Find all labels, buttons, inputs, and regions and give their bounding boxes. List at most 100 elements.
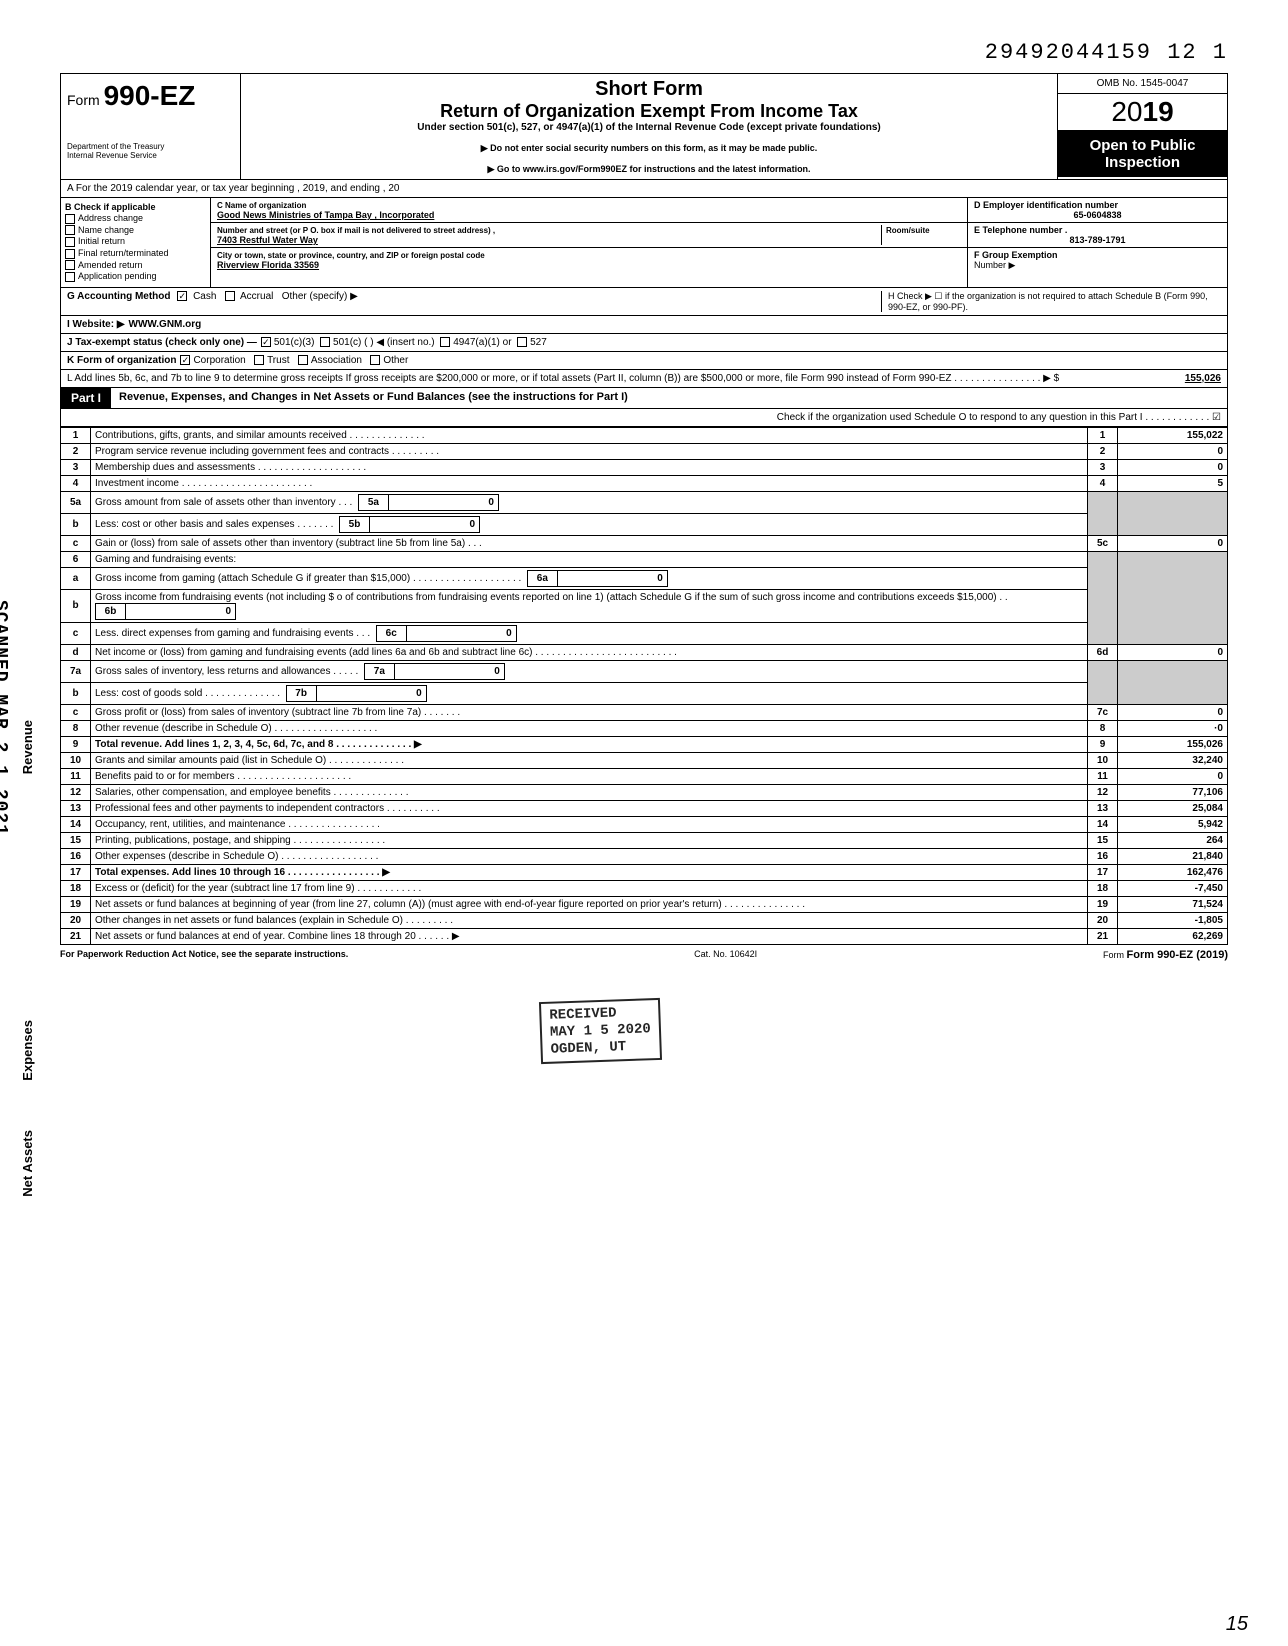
c-name-label: C Name of organization	[217, 201, 306, 210]
part1-table: 1Contributions, gifts, grants, and simil…	[60, 427, 1228, 945]
c-addr-label: Number and street (or P O. box if mail i…	[217, 226, 495, 235]
line-16: 16Other expenses (describe in Schedule O…	[61, 848, 1228, 864]
line-19: 19Net assets or fund balances at beginni…	[61, 896, 1228, 912]
chk-4947[interactable]	[440, 337, 450, 347]
side-revenue: Revenue	[20, 720, 35, 774]
org-street: 7403 Restful Water Way	[217, 235, 318, 245]
f-group-number: Number ▶	[974, 260, 1015, 270]
f-group-label: F Group Exemption	[974, 250, 1058, 260]
i-website-label: I Website: ▶	[67, 319, 125, 330]
chk-address-change[interactable]: Address change	[65, 213, 206, 224]
page-number: 15	[1226, 1613, 1248, 1636]
open-public: Open to PublicInspection	[1058, 131, 1227, 177]
line-6d: dNet income or (loss) from gaming and fu…	[61, 644, 1228, 660]
side-netassets: Net Assets	[20, 1130, 35, 1197]
chk-527[interactable]	[517, 337, 527, 347]
received-stamp: RECEIVED MAY 1 5 2020 OGDEN, UT	[539, 998, 662, 1065]
part1-schedule-o: Check if the organization used Schedule …	[777, 412, 1221, 423]
footer-catno: Cat. No. 10642I	[694, 949, 757, 961]
instr-url: ▶ Go to www.irs.gov/Form990EZ for instru…	[245, 164, 1053, 175]
chk-cash[interactable]: ✓	[177, 291, 187, 301]
lbl-corp: Corporation	[193, 355, 245, 366]
line-18: 18Excess or (deficit) for the year (subt…	[61, 880, 1228, 896]
ein-value: 65-0604838	[974, 210, 1221, 220]
form-header: Form 990-EZ Department of the TreasuryIn…	[60, 73, 1228, 180]
h-schedule-b: H Check ▶ ☐ if the organization is not r…	[881, 291, 1221, 312]
line-7b: bLess: cost of goods sold . . . . . . . …	[61, 682, 1228, 704]
title-return: Return of Organization Exempt From Incom…	[245, 101, 1053, 122]
line-6c: cLess. direct expenses from gaming and f…	[61, 622, 1228, 644]
scanned-stamp: SCANNED MAR 2 1 2021	[0, 600, 10, 836]
chk-other-org[interactable]	[370, 355, 380, 365]
lbl-assoc: Association	[311, 355, 362, 366]
line-6: 6Gaming and fundraising events:	[61, 551, 1228, 567]
tax-year: 2019	[1058, 94, 1227, 131]
line-8: 8Other revenue (describe in Schedule O) …	[61, 720, 1228, 736]
side-expenses: Expenses	[20, 1020, 35, 1081]
omb-number: OMB No. 1545-0047	[1058, 74, 1227, 94]
chk-app-pending[interactable]: Application pending	[65, 271, 206, 282]
line-11: 11Benefits paid to or for members . . . …	[61, 768, 1228, 784]
line-14: 14Occupancy, rent, utilities, and mainte…	[61, 816, 1228, 832]
lbl-cash: Cash	[193, 291, 216, 302]
d-ein-label: D Employer identification number	[974, 200, 1118, 210]
form-number: Form 990-EZ	[67, 80, 234, 112]
line-5c: cGain or (loss) from sale of assets othe…	[61, 535, 1228, 551]
line-3: 3Membership dues and assessments . . . .…	[61, 459, 1228, 475]
chk-amended[interactable]: Amended return	[65, 260, 206, 271]
chk-501c[interactable]	[320, 337, 330, 347]
org-name: Good News Ministries of Tampa Bay , Inco…	[217, 210, 434, 220]
footer-formno: Form Form 990-EZ (2019)	[1103, 949, 1228, 961]
lbl-527: 527	[530, 337, 547, 348]
chk-final-return[interactable]: Final return/terminated	[65, 248, 206, 259]
j-tax-status-label: J Tax-exempt status (check only one) —	[67, 337, 257, 348]
chk-trust[interactable]	[254, 355, 264, 365]
row-a-taxyear: A For the 2019 calendar year, or tax yea…	[60, 180, 1228, 198]
org-city: Riverview Florida 33569	[217, 260, 319, 270]
g-acct-label: G Accounting Method	[67, 291, 171, 302]
lbl-accrual: Accrual	[240, 291, 273, 302]
line-15: 15Printing, publications, postage, and s…	[61, 832, 1228, 848]
instr-ssn: ▶ Do not enter social security numbers o…	[245, 143, 1053, 154]
chk-initial-return[interactable]: Initial return	[65, 236, 206, 247]
footer-paperwork: For Paperwork Reduction Act Notice, see …	[60, 949, 348, 961]
dept-treasury: Department of the TreasuryInternal Reven…	[67, 142, 234, 160]
col-b-checkboxes: B Check if applicable Address change Nam…	[61, 198, 211, 287]
c-city-label: City or town, state or province, country…	[217, 251, 485, 260]
line-10: 10Grants and similar amounts paid (list …	[61, 752, 1228, 768]
title-section: Under section 501(c), 527, or 4947(a)(1)…	[245, 122, 1053, 133]
k-form-org-label: K Form of organization	[67, 355, 176, 366]
line-6b: bGross income from fundraising events (n…	[61, 589, 1228, 622]
chk-corp[interactable]: ✓	[180, 355, 190, 365]
line-4: 4Investment income . . . . . . . . . . .…	[61, 475, 1228, 491]
dln-number: 29492044159 12 1	[60, 40, 1228, 65]
chk-assoc[interactable]	[298, 355, 308, 365]
part1-title: Revenue, Expenses, and Changes in Net As…	[111, 388, 1227, 408]
l-amount: 155,026	[1111, 373, 1221, 384]
line-12: 12Salaries, other compensation, and empl…	[61, 784, 1228, 800]
col-b-label: B Check if applicable	[65, 202, 156, 212]
chk-501c3[interactable]: ✓	[261, 337, 271, 347]
line-21: 21Net assets or fund balances at end of …	[61, 928, 1228, 944]
phone-value: 813-789-1791	[974, 235, 1221, 245]
chk-accrual[interactable]	[225, 291, 235, 301]
lbl-501c3: 501(c)(3)	[274, 337, 315, 348]
lbl-trust: Trust	[267, 355, 289, 366]
lbl-501c: 501(c) ( ) ◀ (insert no.)	[333, 337, 435, 348]
lbl-4947: 4947(a)(1) or	[453, 337, 511, 348]
l-gross-receipts: L Add lines 5b, 6c, and 7b to line 9 to …	[67, 373, 1111, 384]
line-2: 2Program service revenue including gover…	[61, 443, 1228, 459]
line-5a: 5aGross amount from sale of assets other…	[61, 491, 1228, 513]
website-value: WWW.GNM.org	[129, 319, 202, 330]
lbl-other: Other (specify) ▶	[282, 291, 358, 302]
line-17: 17Total expenses. Add lines 10 through 1…	[61, 864, 1228, 880]
part1-tag: Part I	[61, 388, 111, 408]
line-7c: cGross profit or (loss) from sales of in…	[61, 704, 1228, 720]
room-label: Room/suite	[886, 226, 930, 235]
line-5b: bLess: cost or other basis and sales exp…	[61, 513, 1228, 535]
line-9: 9Total revenue. Add lines 1, 2, 3, 4, 5c…	[61, 736, 1228, 752]
line-13: 13Professional fees and other payments t…	[61, 800, 1228, 816]
chk-name-change[interactable]: Name change	[65, 225, 206, 236]
line-7a: 7aGross sales of inventory, less returns…	[61, 660, 1228, 682]
lbl-other-org: Other	[383, 355, 408, 366]
